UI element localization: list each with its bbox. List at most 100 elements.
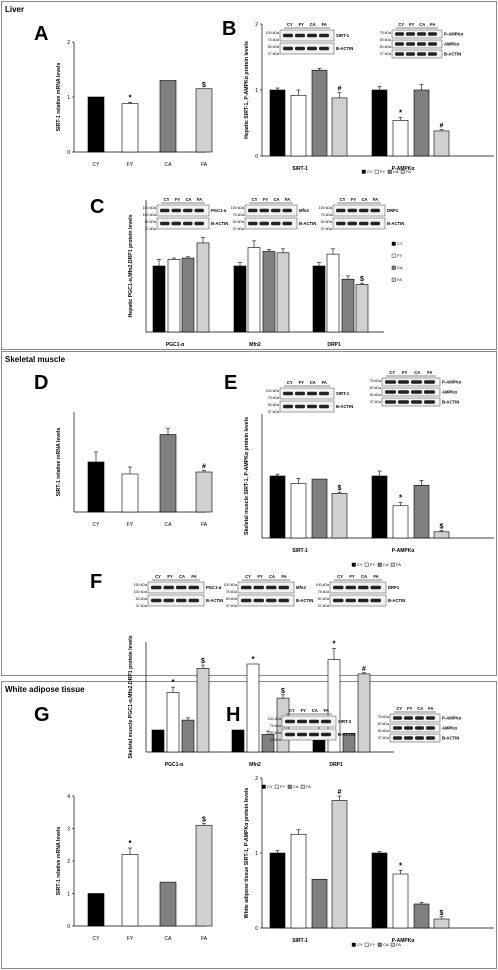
panel-h-tick-label: 1 — [255, 851, 258, 857]
panel-h2-blot-kda-label: 50 kDa — [378, 722, 389, 726]
panel-f-category-label: DRP1 — [329, 762, 343, 768]
panel-h2-blot-band — [415, 736, 424, 740]
panel-b-tick-label: 1 — [255, 88, 258, 94]
panel-h2-blot-band — [426, 716, 435, 720]
panel-a-significance-mark: $ — [202, 82, 206, 89]
panel-b-blot-band-label: B-ACTIN — [336, 46, 353, 51]
panel-g-bar — [159, 881, 177, 927]
panel-f-bar — [151, 729, 165, 753]
panel-c-bar — [233, 265, 247, 333]
panel-e-legend-swatch — [364, 562, 369, 567]
panel-b-blot-band — [307, 46, 317, 51]
panel-e-blot-lane-label: CA — [310, 380, 316, 385]
panel-c-bar — [152, 265, 166, 333]
panel-e-legend-swatch — [377, 562, 382, 567]
panel-e-bar — [413, 484, 430, 539]
panel-b-blot-lane-label: FA — [322, 22, 327, 27]
panel-f2-blot-lane-label: CY — [245, 574, 251, 579]
panel-c-blot-band — [160, 208, 170, 213]
panel-e2-blot-lane-label: FA — [427, 370, 432, 375]
panel-b-bar — [311, 69, 328, 157]
panel-e2-blot-band — [398, 390, 409, 394]
panel-e-legend-label: CA — [383, 562, 389, 567]
panel-b2-blot-lane-label: FA — [430, 22, 435, 27]
panel-h-blot-band — [309, 732, 319, 737]
panel-h2-blot-kda-label: 75 kDa — [378, 715, 389, 719]
panel-f-legend-label: CY — [267, 784, 273, 789]
panel-c3-blot-kda-label: 50 kDa — [321, 220, 332, 224]
panel-b2-blot-band — [428, 52, 437, 56]
panel-g-category-label: CA — [165, 936, 173, 942]
panel-c-blot-band — [183, 221, 193, 226]
panel-f-legend-swatch — [274, 784, 279, 789]
panel-h2-blot-kda-label: 50 kDa — [378, 729, 389, 733]
panel-h-bar — [269, 852, 286, 929]
panel-h-blot-lane-label: CY — [289, 708, 295, 713]
panel-d-significance-mark: # — [202, 464, 206, 471]
panel-d-category-label: FA — [201, 522, 208, 528]
panel-f3-blot-band — [358, 598, 369, 603]
panel-f2-blot-kda-label: 100 kDa — [224, 583, 237, 587]
panel-f3-blot-band-label: B-ACTIN — [388, 598, 405, 603]
panel-c2-blot-band — [259, 221, 269, 226]
panel-c-bar — [276, 252, 290, 333]
panel-g-bar — [121, 854, 139, 927]
panel-e2-blot-band-label: AMPKα — [442, 390, 457, 395]
panel-e-blot-band — [319, 404, 329, 409]
panel-f-blot-lane-label: CY — [155, 574, 161, 579]
panel-c2-blot-band — [282, 221, 292, 226]
panel-b2-blot-lane-label: FY — [409, 22, 415, 27]
panel-f-bar — [246, 663, 260, 753]
panel-h2-blot-band — [426, 726, 435, 730]
panel-h-blot-band — [285, 719, 295, 724]
panel-h-blot-lane-label: FA — [324, 708, 329, 713]
panel-g-tick-label: 4 — [67, 794, 70, 800]
panel-b-blot-band — [319, 33, 329, 38]
panel-d-category-label: CA — [165, 522, 173, 528]
panel-g-category-label: CY — [93, 936, 101, 942]
panel-a-category-label: CA — [165, 162, 173, 168]
panel-f-blot-band — [151, 598, 162, 603]
panel-f2-blot-kda-label: 50 kDa — [226, 597, 237, 601]
panel-f-bar — [231, 729, 245, 753]
panel-e2-blot-band — [424, 380, 435, 384]
panel-f3-blot-band-label: DRP1 — [388, 585, 400, 590]
panel-b2-blot-kda-label: 37 kDa — [380, 52, 391, 56]
panel-b-bar — [392, 120, 409, 157]
panel-c-bar — [262, 251, 276, 333]
panel-c-legend-label: FY — [397, 253, 402, 258]
panel-h-bar — [433, 918, 450, 929]
panel-c-legend-swatch — [391, 277, 396, 282]
panel-f3-blot-band — [345, 598, 356, 603]
panel-e-significance-mark: * — [399, 494, 403, 503]
panel-f3-blot-band — [370, 598, 381, 603]
panel-c2-blot-band — [271, 208, 281, 213]
panel-c-legend-label: FA — [397, 277, 402, 282]
panel-h-blot-band — [297, 732, 307, 737]
panel-c-significance-mark: $ — [360, 276, 364, 283]
panel-h-category-label: P-AMPKα — [392, 938, 416, 944]
panel-f2-blot-band — [253, 598, 264, 603]
panel-h-blot-band-label: B-ACTIN — [338, 732, 355, 737]
panel-h-blot-band — [321, 732, 331, 737]
panel-h-bar — [290, 833, 307, 929]
panel-a-category-label: FA — [201, 162, 208, 168]
panel-h-category-label: SIRT-1 — [292, 938, 308, 944]
panel-e-significance-mark: $ — [440, 524, 444, 531]
panel-d-bar — [121, 473, 139, 513]
panel-letter-f: F — [90, 571, 102, 593]
panel-e-blot-lane-label: FA — [322, 380, 327, 385]
panel-b2-blot-kda-label: 75 kDa — [380, 31, 391, 35]
panel-e2-blot-band — [398, 400, 409, 404]
panel-b-bar — [371, 89, 388, 157]
section-liver-frame — [1, 1, 497, 350]
panel-f2-blot-band — [266, 598, 277, 603]
panel-b-blot-band — [319, 46, 329, 51]
panel-b-bar — [413, 89, 430, 157]
panel-h-legend-swatch — [390, 942, 395, 947]
panel-h2-blot-band-label: P-AMPKα — [442, 716, 462, 721]
panel-f2-blot-kda-label: 37 kDa — [226, 604, 237, 608]
panel-e-bar — [269, 475, 286, 539]
panel-c-blot-band — [171, 221, 181, 226]
panel-b-significance-mark: # — [440, 123, 444, 130]
